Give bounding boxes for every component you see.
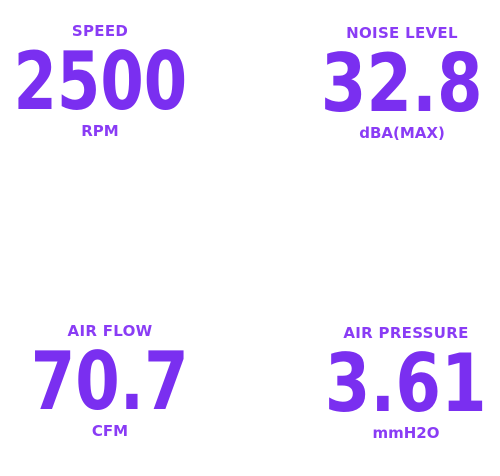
spec-speed-unit: RPM	[81, 122, 119, 140]
spec-noise-level: NOISE LEVEL 32.8 dBA(MAX)	[282, 24, 500, 142]
spec-speed-label: SPEED	[71, 22, 129, 40]
spec-speed-value: 2500	[13, 35, 187, 128]
spec-pressure-unit: mmH2O	[372, 424, 440, 442]
spec-noise-value: 32.8	[321, 37, 483, 130]
spec-air-pressure: AIR PRESSURE 3.61 mmH2O	[286, 324, 500, 442]
spec-speed: SPEED 2500 RPM	[0, 22, 220, 140]
spec-airflow-label: AIR FLOW	[67, 322, 153, 340]
spec-noise-label: NOISE LEVEL	[346, 24, 458, 42]
spec-pressure-label: AIR PRESSURE	[343, 324, 469, 342]
spec-air-flow: AIR FLOW 70.7 CFM	[0, 322, 230, 440]
spec-pressure-value: 3.61	[325, 337, 487, 430]
spec-airflow-unit: CFM	[91, 422, 129, 440]
spec-noise-unit: dBA(MAX)	[359, 124, 445, 142]
spec-airflow-value: 70.7	[31, 335, 189, 428]
